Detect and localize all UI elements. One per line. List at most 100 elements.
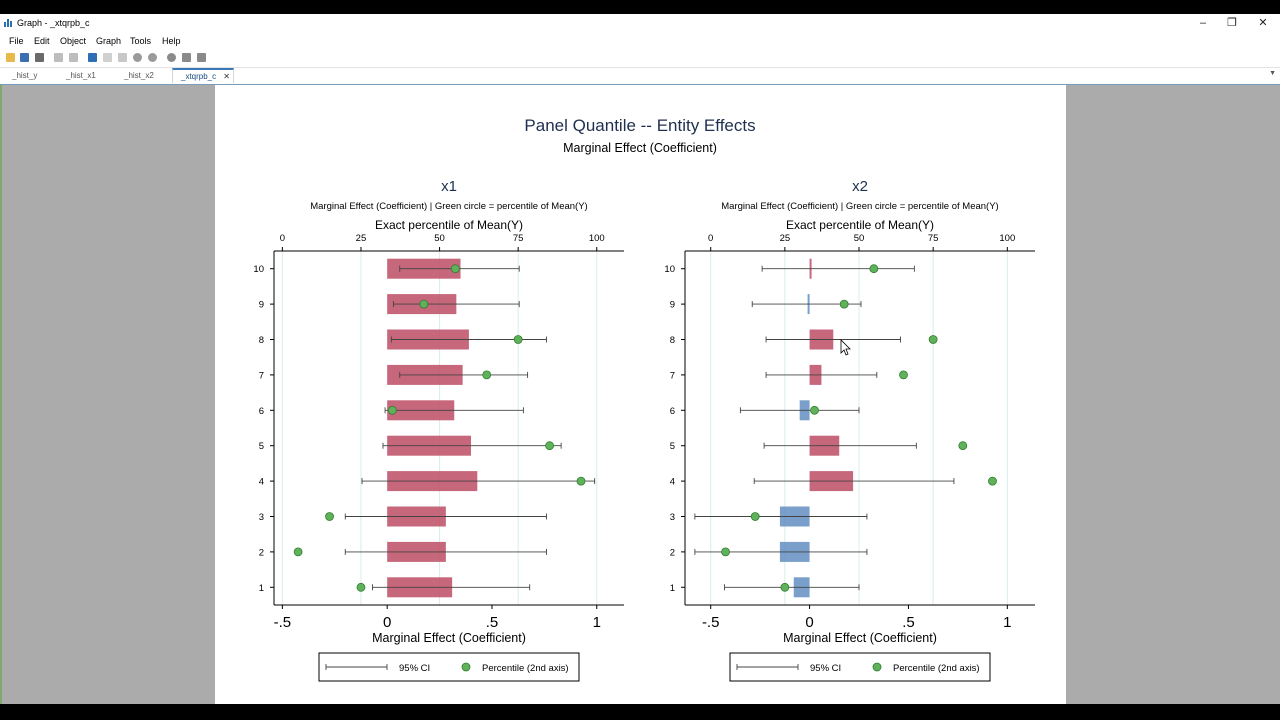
panel-x1-percentile-dot-10 (450, 264, 460, 274)
menu-tools[interactable]: Tools (130, 36, 152, 46)
tab-hist-y[interactable]: _hist_y (12, 71, 38, 80)
menu-graph[interactable]: Graph (96, 36, 122, 46)
panel-x2-legend-ci-label: 95% CI (810, 663, 841, 674)
panel-x1-x-axis-label: Marginal Effect (Coefficient) (372, 631, 526, 645)
panel-x2-legend-dot-label: Percentile (2nd axis) (893, 663, 980, 674)
panel-x2-percentile-dot-7 (899, 370, 908, 380)
toolbar (0, 48, 1280, 68)
open-icon[interactable] (6, 53, 15, 62)
panel-x1-percentile-dot-3 (325, 512, 334, 521)
panel-x2-x-tick-label-0: -.5 (702, 614, 720, 631)
graph-editor-icon[interactable] (88, 53, 97, 62)
panel-x1-percentile-dot-4 (576, 476, 586, 486)
panel-x1-x-tick-label-1: 0 (383, 614, 391, 631)
mouse-cursor-icon (840, 339, 851, 356)
tab-label: _xtqrpb_c (181, 72, 217, 81)
minimize-button[interactable]: – (1199, 17, 1207, 29)
panel-x2-top-tick-label-3: 75 (928, 233, 939, 244)
panel-x1-top-tick-label-0: 0 (280, 233, 285, 244)
print-icon[interactable] (35, 53, 44, 62)
title-bar: Graph - _xtqrpb_c – ❐ ✕ (0, 14, 1280, 32)
chart-subtitle: Marginal Effect (Coefficient) (563, 141, 717, 155)
panel-x2-percentile-dot-8 (928, 335, 938, 344)
panel-x1-percentile-dot-8 (513, 335, 523, 344)
graph-window: Graph - _xtqrpb_c – ❐ ✕ File Edit Object… (0, 14, 1280, 704)
panel-x1-top-tick-label-4: 100 (589, 233, 605, 244)
pause-icon[interactable] (182, 53, 191, 62)
panel-x1-note: Marginal Effect (Coefficient) | Green ci… (310, 201, 587, 212)
panel-x1-y-tick-label-1: 1 (259, 583, 264, 594)
panel-x1-percentile-dot-5 (545, 441, 554, 451)
window-title: Graph - _xtqrpb_c (17, 18, 90, 28)
panel-x2-y-tick-label-7: 7 (670, 370, 675, 381)
panel-x2-y-tick-label-9: 9 (670, 300, 675, 311)
panel-x1-y-tick-label-4: 4 (259, 477, 264, 488)
panel-x1-y-tick-label-9: 9 (259, 300, 264, 311)
panel-x1-y-tick-label-5: 5 (259, 441, 264, 452)
panel-x2-y-tick-label-1: 1 (670, 583, 675, 594)
panel-x2-x-tick-label-3: 1 (1003, 614, 1011, 631)
tab-hist-x1[interactable]: _hist_x1 (66, 71, 96, 80)
tab-xtqrpb-c[interactable]: _xtqrpb_c ✕ (172, 68, 234, 83)
copy-icon[interactable] (54, 53, 63, 62)
menu-file[interactable]: File (9, 36, 24, 46)
pointer-icon[interactable] (118, 53, 127, 62)
close-window-button[interactable]: ✕ (1258, 17, 1268, 29)
tab-hist-x2[interactable]: _hist_x2 (124, 71, 154, 80)
panel-x2-y-tick-label-8: 8 (670, 335, 675, 346)
restore-button[interactable]: ❐ (1227, 17, 1237, 29)
panel-x1-percentile-dot-7 (482, 370, 492, 380)
panel-x2-x-tick-label-1: 0 (805, 614, 813, 631)
panel-x1-y-tick-label-10: 10 (253, 264, 264, 275)
panel-x1-top-axis-label: Exact percentile of Mean(Y) (375, 218, 523, 232)
panel-x1-y-tick-label-3: 3 (259, 512, 264, 523)
panel-x1-percentile-dot-6 (388, 405, 397, 415)
menu-bar: File Edit Object Graph Tools Help (0, 32, 1280, 48)
panel-x2-percentile-dot-10 (869, 264, 879, 274)
menu-edit[interactable]: Edit (34, 36, 50, 46)
panel-x1-y-tick-label-7: 7 (259, 370, 264, 381)
panel-x2-note: Marginal Effect (Coefficient) | Green ci… (721, 201, 998, 212)
panel-x2-top-tick-label-1: 25 (780, 233, 791, 244)
chart-title: Panel Quantile -- Entity Effects (524, 116, 755, 135)
save-icon[interactable] (20, 53, 29, 62)
left-strip (0, 85, 2, 704)
panel-x2-percentile-dot-6 (810, 405, 819, 415)
tab-bar: _hist_y _hist_x1 _hist_x2 _xtqrpb_c ✕ ▼ (0, 68, 1280, 85)
panel-x2-percentile-dot-5 (958, 441, 968, 451)
panel-x1-x-tick-label-0: -.5 (274, 614, 292, 631)
panel-x2-legend-dot (872, 662, 882, 672)
panel-x1-legend-dot (461, 662, 471, 672)
panel-x2-y-tick-label-3: 3 (670, 512, 675, 523)
panel-x1-top-tick-label-1: 25 (356, 233, 367, 244)
panel-x2-y-tick-label-5: 5 (670, 441, 675, 452)
tab-dropdown-icon[interactable]: ▼ (1269, 70, 1276, 77)
menu-object[interactable]: Object (60, 36, 87, 46)
play-icon[interactable] (197, 53, 206, 62)
panel-x2-y-tick-label-2: 2 (670, 547, 675, 558)
panel-x1-percentile-dot-2 (293, 547, 303, 557)
panel-x2-y-tick-label-4: 4 (670, 477, 675, 488)
undo-icon[interactable] (133, 53, 142, 62)
panel-x2-y-tick-label-10: 10 (664, 264, 675, 275)
panel-x1-top-tick-label-3: 75 (513, 233, 524, 244)
menu-help[interactable]: Help (162, 36, 181, 46)
graph-icon (4, 19, 12, 27)
panel-x1-percentile-dot-9 (419, 299, 429, 309)
panel-x2-x-tick-label-2: .5 (902, 614, 915, 631)
panel-x2-percentile-dot-1 (780, 582, 790, 592)
redo-icon[interactable] (148, 53, 157, 62)
close-tab-icon[interactable]: ✕ (223, 72, 230, 81)
panel-x1-top-tick-label-2: 50 (434, 233, 445, 244)
panel-x1-y-tick-label-8: 8 (259, 335, 264, 346)
panel-x2-percentile-dot-4 (988, 476, 997, 486)
panel-x2-x-axis-label: Marginal Effect (Coefficient) (783, 631, 937, 645)
rename-icon[interactable] (69, 53, 78, 62)
panel-x2-top-tick-label-2: 50 (854, 233, 865, 244)
panel-x1-y-tick-label-6: 6 (259, 406, 264, 417)
data-icon[interactable] (103, 53, 112, 62)
record-icon[interactable] (167, 53, 176, 62)
chart-svg: Panel Quantile -- Entity Effects Marginal… (253, 116, 1035, 682)
panel-x2-percentile-dot-2 (721, 547, 730, 557)
panel-x2-top-tick-label-0: 0 (708, 233, 713, 244)
